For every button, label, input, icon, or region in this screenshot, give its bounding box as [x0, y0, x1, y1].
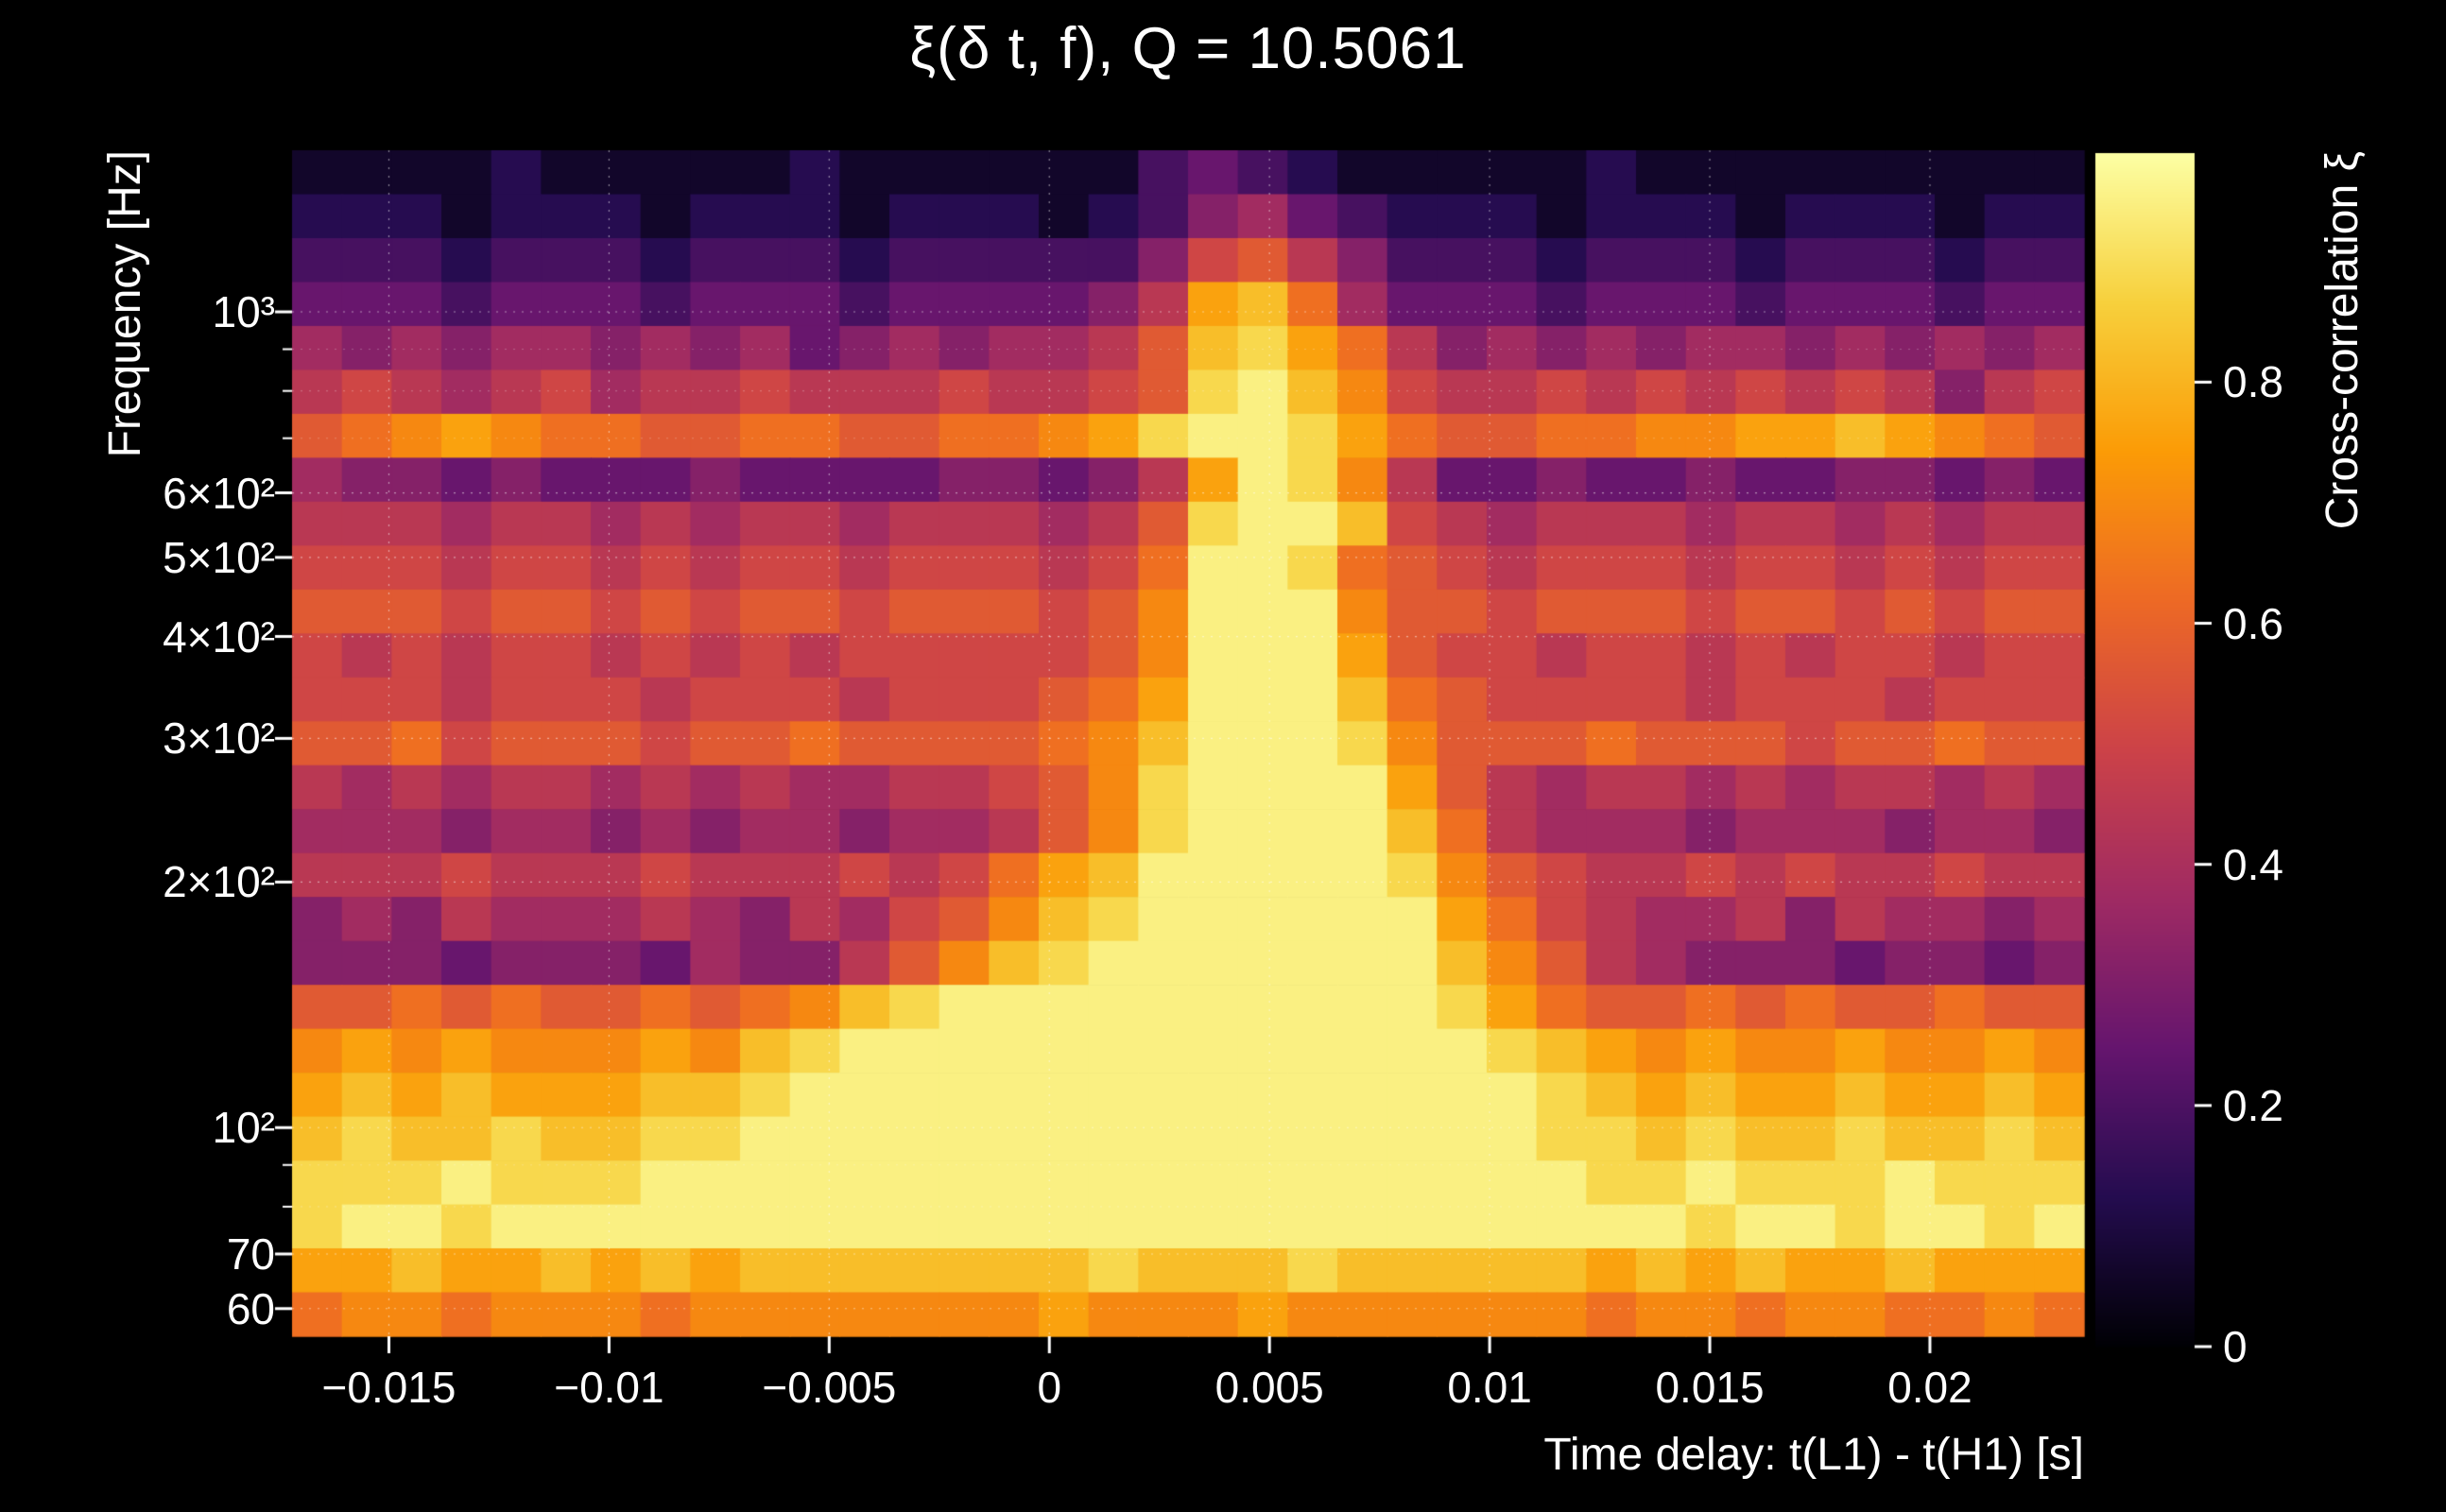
y-axis-label: Frequency [Hz] — [100, 150, 150, 458]
colorbar-label: Cross-correlation ξ — [2317, 151, 2368, 530]
chart-title: ξ(δ t, f), Q = 10.5061 — [909, 16, 1467, 81]
x-axis-label: Time delay: t(L1) - t(H1) [s] — [1543, 1430, 2084, 1480]
